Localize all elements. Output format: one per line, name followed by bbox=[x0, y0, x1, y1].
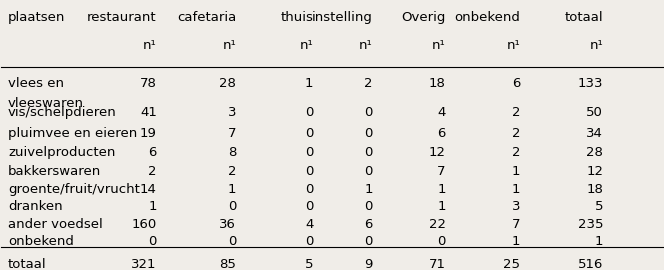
Text: 1: 1 bbox=[365, 183, 373, 196]
Text: 19: 19 bbox=[140, 127, 157, 140]
Text: 1: 1 bbox=[148, 200, 157, 213]
Text: 0: 0 bbox=[365, 200, 373, 213]
Text: 0: 0 bbox=[305, 165, 313, 178]
Text: thuis: thuis bbox=[281, 11, 313, 24]
Text: bakkerswaren: bakkerswaren bbox=[8, 165, 101, 178]
Text: 78: 78 bbox=[140, 77, 157, 90]
Text: totaal: totaal bbox=[564, 11, 603, 24]
Text: 0: 0 bbox=[305, 183, 313, 196]
Text: 0: 0 bbox=[365, 235, 373, 248]
Text: 2: 2 bbox=[148, 165, 157, 178]
Text: 50: 50 bbox=[586, 106, 603, 119]
Text: dranken: dranken bbox=[8, 200, 62, 213]
Text: groente/fruit/vrucht: groente/fruit/vrucht bbox=[8, 183, 140, 196]
Text: 3: 3 bbox=[512, 200, 521, 213]
Text: 28: 28 bbox=[586, 146, 603, 159]
Text: onbekend: onbekend bbox=[455, 11, 521, 24]
Text: 0: 0 bbox=[365, 146, 373, 159]
Text: 1: 1 bbox=[437, 200, 446, 213]
Text: 6: 6 bbox=[148, 146, 157, 159]
Text: 0: 0 bbox=[438, 235, 446, 248]
Text: pluimvee en eieren: pluimvee en eieren bbox=[8, 127, 137, 140]
Text: n¹: n¹ bbox=[590, 39, 603, 52]
Text: 2: 2 bbox=[512, 106, 521, 119]
Text: 0: 0 bbox=[148, 235, 157, 248]
Text: 0: 0 bbox=[365, 127, 373, 140]
Text: 71: 71 bbox=[429, 258, 446, 270]
Text: 1: 1 bbox=[512, 165, 521, 178]
Text: 7: 7 bbox=[512, 218, 521, 231]
Text: 1: 1 bbox=[512, 183, 521, 196]
Text: 28: 28 bbox=[219, 77, 236, 90]
Text: 36: 36 bbox=[219, 218, 236, 231]
Text: plaatsen: plaatsen bbox=[8, 11, 65, 24]
Text: 41: 41 bbox=[140, 106, 157, 119]
Text: zuivelproducten: zuivelproducten bbox=[8, 146, 116, 159]
Text: 1: 1 bbox=[305, 77, 313, 90]
Text: 18: 18 bbox=[586, 183, 603, 196]
Text: 0: 0 bbox=[305, 200, 313, 213]
Text: 1: 1 bbox=[594, 235, 603, 248]
Text: 34: 34 bbox=[586, 127, 603, 140]
Text: 1: 1 bbox=[228, 183, 236, 196]
Text: 1: 1 bbox=[512, 235, 521, 248]
Text: 22: 22 bbox=[429, 218, 446, 231]
Text: 0: 0 bbox=[365, 106, 373, 119]
Text: 14: 14 bbox=[140, 183, 157, 196]
Text: 1: 1 bbox=[437, 183, 446, 196]
Text: 6: 6 bbox=[512, 77, 521, 90]
Text: n¹: n¹ bbox=[507, 39, 521, 52]
Text: 2: 2 bbox=[512, 127, 521, 140]
Text: vlees en: vlees en bbox=[8, 77, 64, 90]
Text: 2: 2 bbox=[228, 165, 236, 178]
Text: 8: 8 bbox=[228, 146, 236, 159]
Text: 9: 9 bbox=[365, 258, 373, 270]
Text: 7: 7 bbox=[228, 127, 236, 140]
Text: n¹: n¹ bbox=[299, 39, 313, 52]
Text: 0: 0 bbox=[228, 200, 236, 213]
Text: 235: 235 bbox=[578, 218, 603, 231]
Text: 7: 7 bbox=[437, 165, 446, 178]
Text: 12: 12 bbox=[586, 165, 603, 178]
Text: onbekend: onbekend bbox=[8, 235, 74, 248]
Text: 5: 5 bbox=[594, 200, 603, 213]
Text: 85: 85 bbox=[219, 258, 236, 270]
Text: 2: 2 bbox=[512, 146, 521, 159]
Text: Overig: Overig bbox=[401, 11, 446, 24]
Text: vleeswaren: vleeswaren bbox=[8, 97, 84, 110]
Text: 0: 0 bbox=[365, 165, 373, 178]
Text: cafetaria: cafetaria bbox=[177, 11, 236, 24]
Text: 6: 6 bbox=[365, 218, 373, 231]
Text: 0: 0 bbox=[228, 235, 236, 248]
Text: totaal: totaal bbox=[8, 258, 46, 270]
Text: 6: 6 bbox=[438, 127, 446, 140]
Text: 321: 321 bbox=[131, 258, 157, 270]
Text: 133: 133 bbox=[578, 77, 603, 90]
Text: n¹: n¹ bbox=[222, 39, 236, 52]
Text: 0: 0 bbox=[305, 235, 313, 248]
Text: n¹: n¹ bbox=[359, 39, 373, 52]
Text: n¹: n¹ bbox=[432, 39, 446, 52]
Text: 0: 0 bbox=[305, 106, 313, 119]
Text: 4: 4 bbox=[438, 106, 446, 119]
Text: 0: 0 bbox=[305, 146, 313, 159]
Text: 18: 18 bbox=[429, 77, 446, 90]
Text: 4: 4 bbox=[305, 218, 313, 231]
Text: 2: 2 bbox=[365, 77, 373, 90]
Text: 160: 160 bbox=[131, 218, 157, 231]
Text: n¹: n¹ bbox=[143, 39, 157, 52]
Text: restaurant: restaurant bbox=[87, 11, 157, 24]
Text: 3: 3 bbox=[228, 106, 236, 119]
Text: ander voedsel: ander voedsel bbox=[8, 218, 103, 231]
Text: 0: 0 bbox=[305, 127, 313, 140]
Text: 516: 516 bbox=[578, 258, 603, 270]
Text: instelling: instelling bbox=[312, 11, 373, 24]
Text: 25: 25 bbox=[503, 258, 521, 270]
Text: 5: 5 bbox=[305, 258, 313, 270]
Text: vis/schelpdieren: vis/schelpdieren bbox=[8, 106, 117, 119]
Text: 12: 12 bbox=[429, 146, 446, 159]
